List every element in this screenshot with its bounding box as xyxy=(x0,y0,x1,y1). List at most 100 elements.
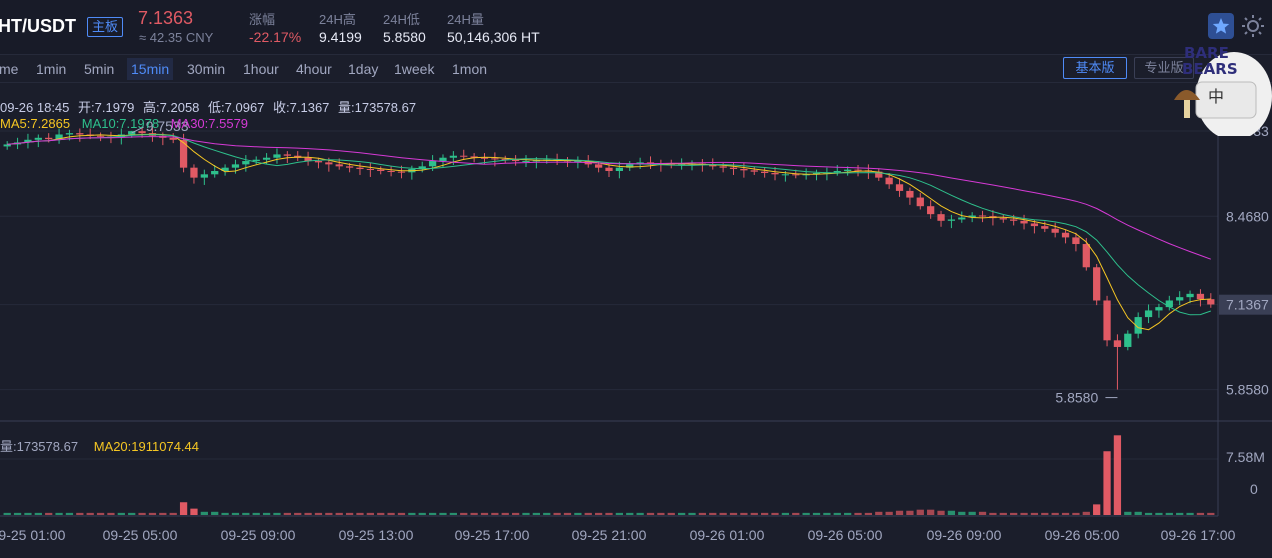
time-tick-label: 09-26 09:00 xyxy=(927,527,1002,543)
candle-body xyxy=(190,167,198,178)
candle-body xyxy=(1134,317,1142,334)
candle-body xyxy=(335,164,343,167)
candle-body xyxy=(231,164,240,168)
theme-sun-icon[interactable] xyxy=(1240,13,1266,39)
candle-body xyxy=(366,169,374,171)
mascot-bear-icon[interactable]: 中 BARE BEARS xyxy=(1172,16,1272,140)
tf-1min[interactable]: 1min xyxy=(36,61,67,77)
volume-bar xyxy=(885,511,893,515)
candle-body xyxy=(428,161,437,167)
candle-body xyxy=(854,169,862,171)
volume-bar xyxy=(812,512,821,515)
time-tick-label: 09-25 09:00 xyxy=(221,527,296,543)
candle-body xyxy=(511,159,520,162)
candle-body xyxy=(522,161,530,163)
tf-time[interactable]: me xyxy=(0,61,19,77)
candle-body xyxy=(34,137,42,140)
candle-body xyxy=(169,137,177,140)
candle-body xyxy=(771,172,779,175)
candle-body xyxy=(594,164,603,168)
volume-bar xyxy=(1041,512,1049,515)
candle-body xyxy=(221,167,229,171)
price-tick-label: 8.4680 xyxy=(1226,208,1269,224)
candle-body xyxy=(480,157,489,159)
volume-bar xyxy=(221,512,229,515)
candle-body xyxy=(978,215,987,217)
candle-body xyxy=(179,139,188,168)
volume-bar xyxy=(356,512,364,515)
volume-bar xyxy=(688,512,696,515)
volume-bar xyxy=(999,512,1007,515)
volume-bar xyxy=(667,512,675,515)
volume-bar xyxy=(646,512,655,515)
volume-bar xyxy=(1020,512,1028,515)
volume-bar xyxy=(1051,512,1059,515)
tf-4hour[interactable]: 4hour xyxy=(296,61,332,77)
volume-bar xyxy=(771,512,779,515)
candle-body xyxy=(314,161,323,163)
volume-bar xyxy=(460,512,468,515)
time-tick-label: 09-25 17:00 xyxy=(455,527,530,543)
ma30-line xyxy=(7,136,1211,260)
tf-1hour[interactable]: 1hour xyxy=(243,61,279,77)
candle-body xyxy=(200,174,208,178)
candle-body xyxy=(626,164,634,168)
candle-body xyxy=(501,159,509,161)
candle-body xyxy=(937,214,945,221)
candle-body xyxy=(1030,223,1039,227)
tf-15min[interactable]: 15min xyxy=(127,58,174,80)
candle-body xyxy=(76,133,84,135)
volume-bar xyxy=(864,512,873,515)
candle-body xyxy=(273,154,281,158)
candle-body xyxy=(885,177,893,185)
candle-body xyxy=(449,155,457,158)
volume-bar xyxy=(1165,512,1173,515)
tf-30min[interactable]: 30min xyxy=(187,61,226,77)
volume-bar xyxy=(377,512,385,515)
favorite-star-icon[interactable] xyxy=(1208,13,1234,39)
volume-bar xyxy=(45,512,53,515)
ma5-label: MA5:7.2865 xyxy=(0,116,71,131)
candle-body xyxy=(211,171,219,175)
volume-bar xyxy=(989,512,997,515)
pro-view-button[interactable]: 专业版 xyxy=(1134,57,1194,79)
stat-low-value: 5.8580 xyxy=(383,29,426,45)
candle-body xyxy=(875,171,883,178)
ohlc-volume: 量:173578.67 xyxy=(338,100,417,115)
candle-body xyxy=(45,137,53,140)
candle-body xyxy=(1020,220,1028,224)
tf-1week[interactable]: 1week xyxy=(394,61,435,77)
candle-body xyxy=(1165,300,1173,308)
volume-bar xyxy=(34,512,42,515)
time-tick-label: 09-25 13:00 xyxy=(339,527,414,543)
ohlc-legend: 09-26 18:45 开:7.1979 高:7.2058 低:7.0967 收… xyxy=(0,97,421,116)
volume-bar xyxy=(709,512,717,515)
basic-view-button[interactable]: 基本版 xyxy=(1063,57,1127,79)
time-tick-label: 09-26 05:00 xyxy=(808,527,883,543)
stat-volume-label: 24H量 xyxy=(447,12,484,27)
time-tick-label: 09-26 01:00 xyxy=(690,527,765,543)
stat-low-label: 24H低 xyxy=(383,12,420,27)
volume-bar xyxy=(428,512,437,515)
volume-bar xyxy=(584,512,592,515)
tf-1day[interactable]: 1day xyxy=(348,61,379,77)
tf-5min[interactable]: 5min xyxy=(84,61,115,77)
market-header: HT/USDT 主板 7.1363 ≈ 42.35 CNY 涨幅 -22.17%… xyxy=(0,0,1272,55)
candle-body xyxy=(1196,293,1205,300)
price-tick-label: 5.8580 xyxy=(1226,382,1269,398)
volume-bar xyxy=(553,512,561,515)
candle-body xyxy=(729,167,738,170)
candle-body xyxy=(532,160,540,162)
tf-1mon[interactable]: 1mon xyxy=(452,61,488,77)
candle-body xyxy=(252,159,260,162)
volume-bar xyxy=(252,512,260,515)
volume-bar xyxy=(262,512,271,515)
volume-bar xyxy=(117,512,125,515)
volume-bar xyxy=(750,512,758,515)
volume-bar xyxy=(605,512,613,515)
volume-bar xyxy=(937,510,945,515)
cny-price: ≈ 42.35 CNY xyxy=(139,30,214,45)
volume-bar xyxy=(781,512,790,515)
pair-symbol[interactable]: HT/USDT xyxy=(0,16,76,36)
